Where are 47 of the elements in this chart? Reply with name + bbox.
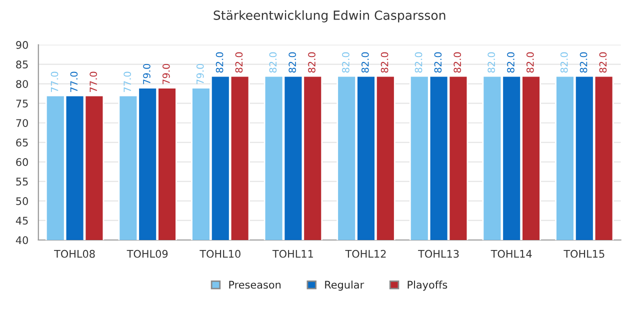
data-label: 82.0 (488, 52, 496, 73)
data-label: 82.0 (580, 52, 588, 73)
legend-label: Regular (325, 280, 364, 291)
x-tick-label: TOHL10 (200, 250, 240, 258)
data-label: 82.0 (342, 52, 350, 73)
y-tick-label: 75 (16, 100, 28, 108)
data-label: 77.0 (50, 72, 58, 92)
x-tick-label: TOHL13 (418, 250, 459, 258)
y-tick-label: 90 (16, 41, 28, 49)
data-label: 82.0 (507, 52, 514, 73)
y-tick-label: 65 (16, 138, 28, 147)
x-tick-label: TOHL12 (345, 250, 386, 258)
y-tick-label: 45 (16, 216, 28, 225)
data-label: 82.0 (560, 52, 568, 73)
data-label: 82.0 (216, 52, 224, 73)
data-label: 77.0 (70, 72, 78, 92)
x-tick-label: TOHL15 (564, 250, 604, 258)
data-label: 79.0 (143, 64, 150, 84)
y-tick-label: 55 (16, 178, 28, 186)
data-label: 82.0 (269, 52, 277, 73)
y-tick-label: 85 (16, 60, 28, 68)
legend-label: Playoffs (408, 280, 448, 291)
data-label: 79.0 (196, 64, 204, 84)
data-label: 82.0 (235, 52, 243, 73)
x-tick-label: TOHL11 (272, 250, 313, 258)
data-label: 82.0 (414, 52, 422, 73)
data-label: 82.0 (599, 52, 607, 73)
data-label: 82.0 (380, 52, 388, 73)
y-tick-label: 50 (16, 197, 28, 206)
chart-title: Stärkeentwicklung Edwin Casparsson (214, 10, 446, 22)
data-label: 82.0 (288, 52, 296, 73)
data-label: 77.0 (90, 72, 98, 92)
y-tick-label: 80 (16, 80, 28, 88)
data-label: 82.0 (434, 52, 442, 73)
x-tick-label: TOHL08 (54, 250, 95, 258)
data-label: 82.0 (526, 52, 534, 73)
data-label: 82.0 (308, 52, 316, 73)
data-label: 82.0 (454, 52, 462, 73)
x-tick-label: TOHL09 (126, 250, 168, 258)
data-label: 82.0 (361, 52, 369, 73)
y-tick-label: 60 (16, 158, 28, 166)
data-label: 77.0 (124, 72, 132, 92)
legend-label: Preseason (229, 280, 281, 289)
data-label: 79.0 (162, 64, 170, 84)
y-tick-label: 40 (16, 236, 28, 244)
y-tick-label: 70 (16, 119, 28, 127)
x-tick-label: TOHL14 (490, 250, 532, 258)
